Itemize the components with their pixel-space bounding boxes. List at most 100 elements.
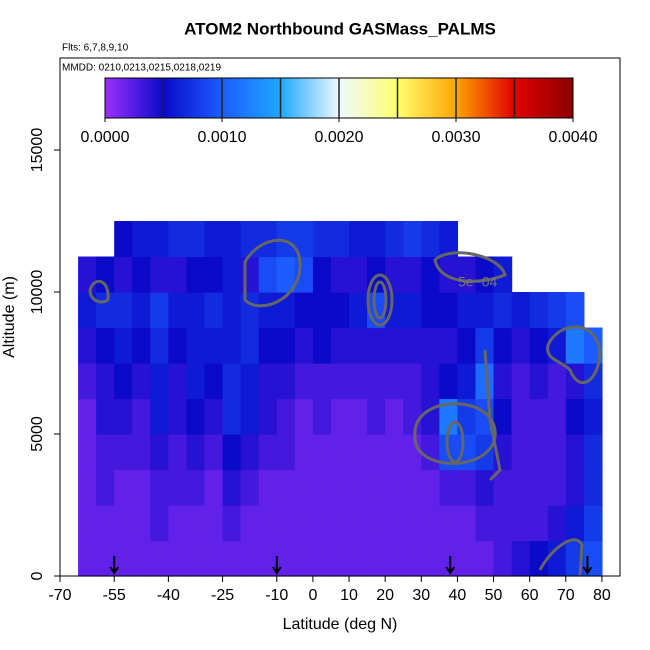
heat-cell <box>493 540 513 577</box>
heat-cell <box>276 469 296 506</box>
heat-cell <box>78 256 97 293</box>
heat-cell <box>565 292 585 329</box>
heat-cell <box>222 398 242 435</box>
heat-cell <box>547 469 567 506</box>
heat-cell <box>150 292 169 329</box>
heat-cell <box>186 221 206 258</box>
contour-line <box>243 238 302 308</box>
heat-cell <box>367 505 386 542</box>
heat-cell <box>186 327 206 364</box>
heat-cell <box>294 434 314 471</box>
x-tick-label: 20 <box>376 587 394 604</box>
x-tick-label: 0 <box>308 587 317 604</box>
contour-line <box>445 420 465 464</box>
heat-cell <box>204 505 224 542</box>
heat-cell <box>439 505 459 542</box>
heat-cell <box>385 469 404 506</box>
heat-cell <box>96 327 115 364</box>
x-tick-label: 80 <box>593 587 611 604</box>
heat-cell <box>204 469 224 506</box>
heat-cell <box>168 221 188 258</box>
heat-cell <box>312 505 332 542</box>
heat-cell <box>385 398 404 435</box>
heat-cell <box>421 292 440 329</box>
heat-cell <box>132 221 151 258</box>
heat-cell <box>168 256 188 293</box>
heat-cell <box>511 327 531 364</box>
x-tick-label: 30 <box>412 587 430 604</box>
heat-cell <box>240 398 260 435</box>
heat-cell <box>150 256 169 293</box>
heat-cell <box>367 434 386 471</box>
heat-cell <box>511 363 531 400</box>
heat-cell <box>475 292 495 329</box>
heat-cell <box>439 327 459 364</box>
heat-cell <box>511 505 531 542</box>
heat-cell <box>204 256 224 293</box>
heat-cell <box>96 398 115 435</box>
heat-cell <box>583 469 603 506</box>
heat-cell <box>222 292 242 329</box>
heat-cell <box>114 327 133 364</box>
colorbar-tick-label: 0.0030 <box>432 129 481 146</box>
x-tick-label: -10 <box>265 587 288 604</box>
heat-cell <box>421 469 440 506</box>
heat-cell <box>529 540 549 577</box>
heat-cell <box>349 540 368 577</box>
heat-cell <box>150 221 169 258</box>
heat-cell <box>96 292 115 329</box>
heat-cell <box>258 434 278 471</box>
y-tick-label: 0 <box>29 571 46 580</box>
note: MMDD: 0210,0213,0215,0218,0219 <box>62 63 221 74</box>
heat-cell <box>222 469 242 506</box>
heat-cell <box>421 398 440 435</box>
heat-cell <box>349 505 368 542</box>
plot-frame <box>59 57 621 577</box>
heat-cell <box>403 327 422 364</box>
chart-title: ATOM2 Northbound GASMass_PALMS <box>184 19 496 38</box>
heat-cell <box>258 327 278 364</box>
heat-cell <box>493 292 513 329</box>
y-tick-label: 10000 <box>29 270 46 315</box>
heat-cell <box>240 256 260 293</box>
x-tick-label: -25 <box>211 587 234 604</box>
heat-cell <box>294 505 314 542</box>
heat-cell <box>457 505 477 542</box>
heat-cell <box>186 505 206 542</box>
heat-cell <box>258 221 278 258</box>
heat-cell <box>367 398 386 435</box>
y-tick-label: 5000 <box>29 416 46 452</box>
heat-cell <box>457 327 477 364</box>
heat-cell <box>403 221 422 258</box>
heat-cell <box>583 540 603 577</box>
heat-cell <box>583 434 603 471</box>
x-tick-label: 40 <box>449 587 467 604</box>
heat-cell <box>168 292 188 329</box>
heat-cell <box>186 540 206 577</box>
arrow <box>109 556 120 575</box>
heat-cell <box>493 505 513 542</box>
heat-cell <box>583 363 603 400</box>
heat-cell <box>529 363 549 400</box>
heat-cell <box>583 327 603 364</box>
heat-cell <box>457 292 477 329</box>
heat-cell <box>168 540 188 577</box>
heat-cell <box>511 469 531 506</box>
heat-cell <box>294 469 314 506</box>
heatmap <box>78 221 603 577</box>
heat-cell <box>132 540 151 577</box>
heat-cell <box>114 256 133 293</box>
heat-cell <box>511 434 531 471</box>
heat-cell <box>186 292 206 329</box>
x-tick-label: -40 <box>157 587 180 604</box>
heat-cell <box>204 221 224 258</box>
heat-cell <box>421 505 440 542</box>
x-tick-label: -70 <box>48 587 71 604</box>
heat-cell <box>168 327 188 364</box>
heat-cell <box>312 469 332 506</box>
heat-cell <box>439 469 459 506</box>
heat-cell <box>132 398 151 435</box>
heat-cell <box>349 292 368 329</box>
heat-cell <box>421 221 440 258</box>
heat-cell <box>367 469 386 506</box>
